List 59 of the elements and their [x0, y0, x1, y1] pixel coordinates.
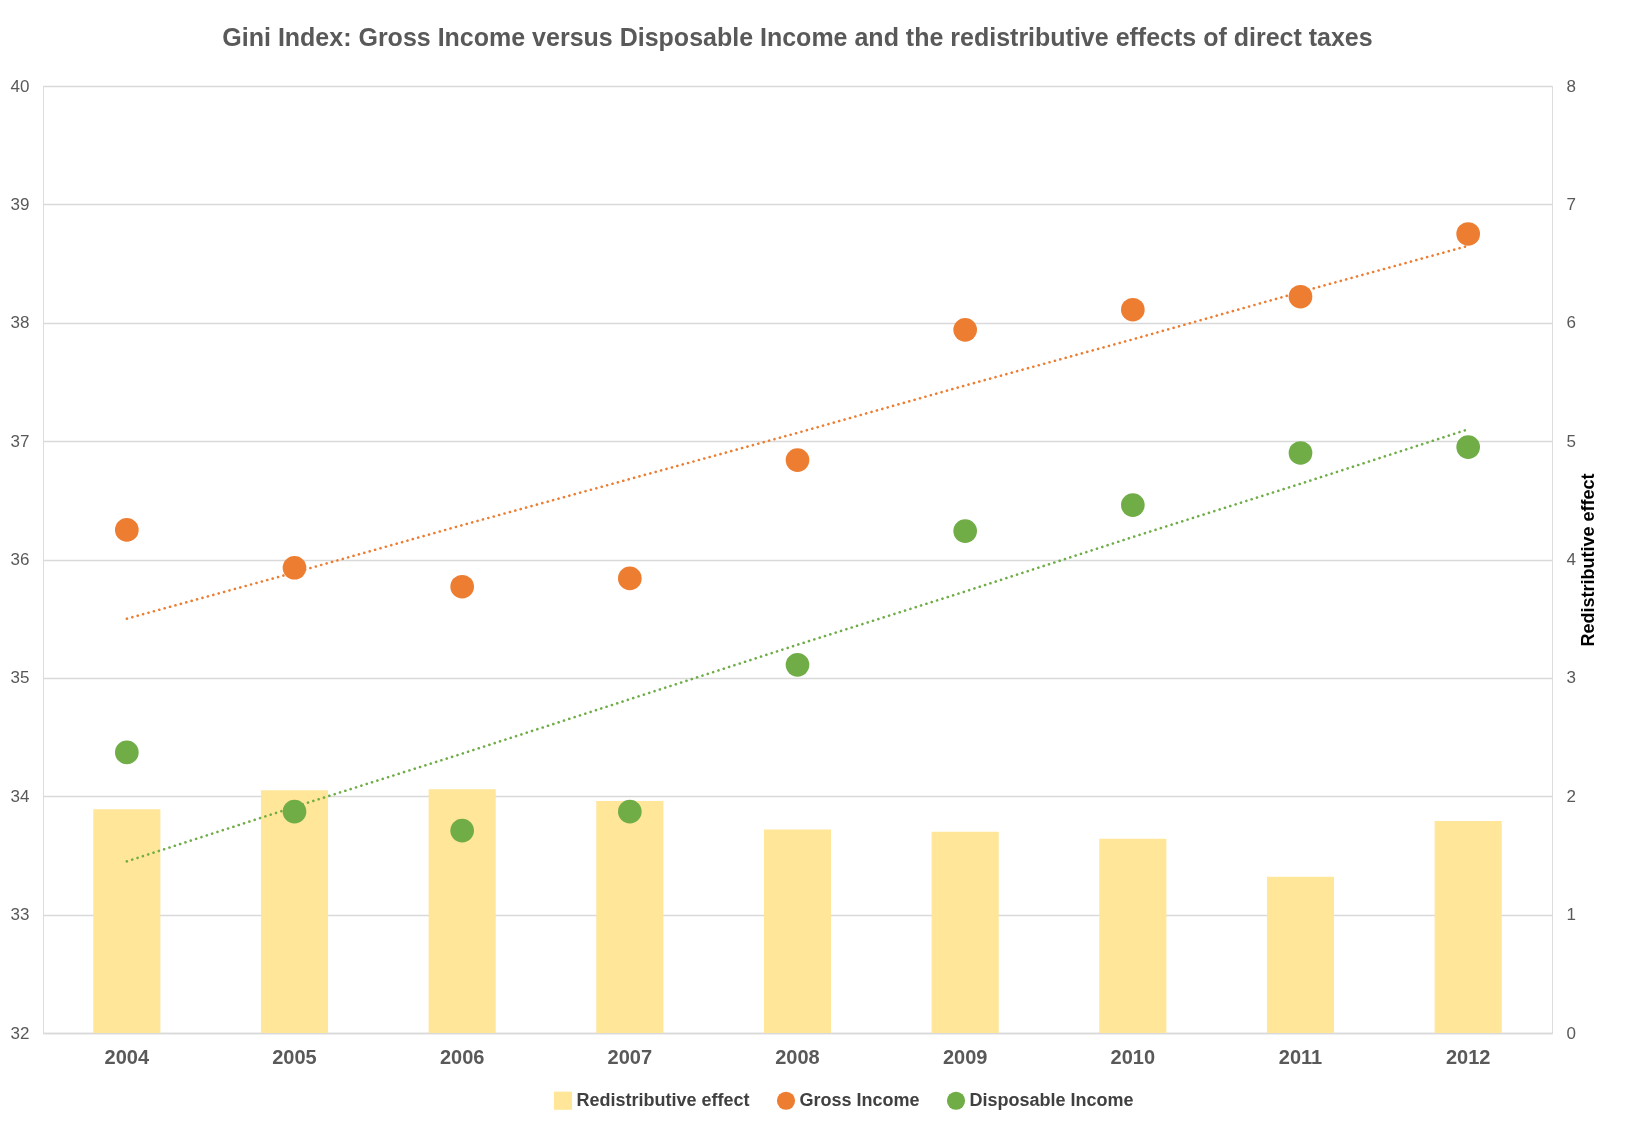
- x-tick-label: 2008: [775, 1045, 820, 1068]
- y2-axis-title: Redistributive effect: [1577, 473, 1598, 647]
- point: [1121, 493, 1145, 517]
- bar: [428, 789, 496, 1033]
- y2-tick-label: 0: [1566, 1023, 1576, 1043]
- point: [953, 519, 977, 543]
- y-tick-label: 35: [10, 668, 30, 688]
- point: [450, 818, 474, 843]
- x-tick-label: 2007: [607, 1045, 653, 1068]
- bar: [1099, 838, 1167, 1033]
- point: [282, 799, 307, 824]
- point: [282, 555, 307, 580]
- point: [1288, 284, 1313, 309]
- point: [1456, 435, 1480, 459]
- y-tick-label: 33: [10, 905, 30, 925]
- y2-tick-label: 8: [1566, 76, 1576, 96]
- point: [115, 740, 139, 765]
- point: [1121, 297, 1145, 322]
- bar: [1266, 876, 1335, 1033]
- point: [785, 653, 810, 677]
- x-tick-label: 2006: [439, 1045, 485, 1068]
- point: [785, 448, 810, 472]
- point: [115, 518, 139, 542]
- y2-tick-label: 1: [1566, 905, 1576, 925]
- legend-label: Gross Income: [799, 1089, 920, 1110]
- bar: [596, 800, 664, 1033]
- x-tick-label: 2005: [272, 1045, 317, 1068]
- x-tick-label: 2004: [104, 1045, 150, 1068]
- y-tick-label: 38: [10, 313, 30, 333]
- x-tick-label: 2009: [942, 1045, 988, 1068]
- y-tick-label: 39: [10, 194, 30, 214]
- bar: [260, 790, 329, 1033]
- chart-title: Gini Index: Gross Income versus Disposable Income and the redistributive effects of direct taxes: [222, 23, 1373, 51]
- point: [953, 318, 977, 342]
- point: [618, 799, 642, 824]
- legend-label: Disposable Income: [969, 1089, 1134, 1110]
- bar: [1434, 821, 1502, 1033]
- x-tick-label: 2012: [1445, 1045, 1491, 1068]
- bar: [93, 809, 161, 1033]
- y-tick-label: 37: [10, 431, 30, 451]
- y-tick-label: 36: [10, 550, 30, 569]
- x-tick-label: 2011: [1278, 1045, 1323, 1068]
- point: [450, 574, 474, 599]
- y2-tick-label: 3: [1566, 668, 1576, 688]
- point: [1456, 222, 1480, 246]
- y2-tick-label: 6: [1566, 313, 1576, 333]
- bar: [931, 831, 999, 1033]
- x-tick-label: 2010: [1110, 1045, 1156, 1068]
- point: [1288, 441, 1313, 465]
- legend-label: Redistributive effect: [576, 1089, 750, 1110]
- y-tick-label: 34: [10, 786, 30, 806]
- point: [618, 566, 642, 591]
- y2-tick-label: 7: [1566, 194, 1576, 214]
- y-tick-label: 40: [10, 76, 30, 96]
- bar: [763, 829, 832, 1033]
- y2-tick-label: 5: [1566, 431, 1576, 451]
- y2-tick-label: 2: [1566, 786, 1576, 806]
- y-tick-label: 32: [10, 1023, 30, 1043]
- y2-tick-label: 4: [1566, 550, 1576, 569]
